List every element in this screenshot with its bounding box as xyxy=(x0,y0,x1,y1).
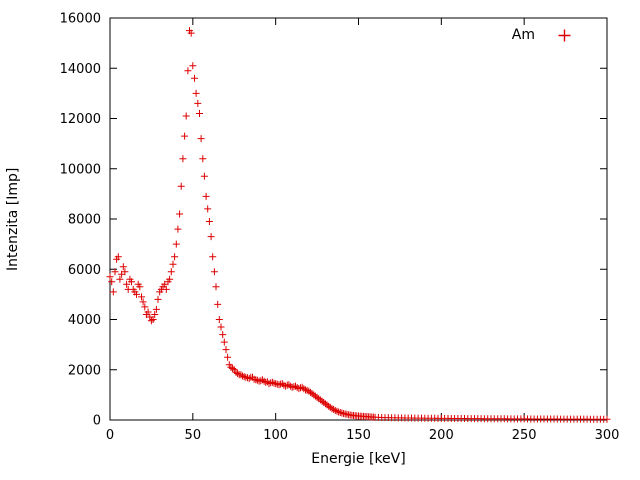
x-tick-label: 0 xyxy=(106,428,114,443)
x-tick-label: 200 xyxy=(429,428,454,443)
x-axis-title: Energie [keV] xyxy=(311,451,406,467)
y-axis-title: Intenzita [Imp] xyxy=(5,167,21,271)
x-tick-label: 250 xyxy=(512,428,537,443)
x-tick-label: 50 xyxy=(185,428,202,443)
plot-border xyxy=(109,17,608,421)
y-tick-label: 2000 xyxy=(68,363,101,378)
legend: Am xyxy=(512,26,572,44)
y-tick-label: 16000 xyxy=(60,12,101,27)
legend-label-am: Am xyxy=(511,27,535,43)
plus-marker-icon xyxy=(558,29,571,41)
x-tick-label: 300 xyxy=(595,428,620,443)
y-tick-label: 4000 xyxy=(68,313,101,328)
y-tick-label: 8000 xyxy=(68,213,101,228)
y-tick-label: 14000 xyxy=(60,62,101,77)
y-tick-label: 0 xyxy=(93,414,101,429)
y-tick-label: 6000 xyxy=(68,263,101,278)
series-points-am xyxy=(106,27,611,423)
y-tick-label: 10000 xyxy=(60,162,101,177)
y-tick-label: 12000 xyxy=(60,112,101,127)
x-tick-label: 150 xyxy=(346,428,371,443)
x-tick-label: 100 xyxy=(263,428,288,443)
